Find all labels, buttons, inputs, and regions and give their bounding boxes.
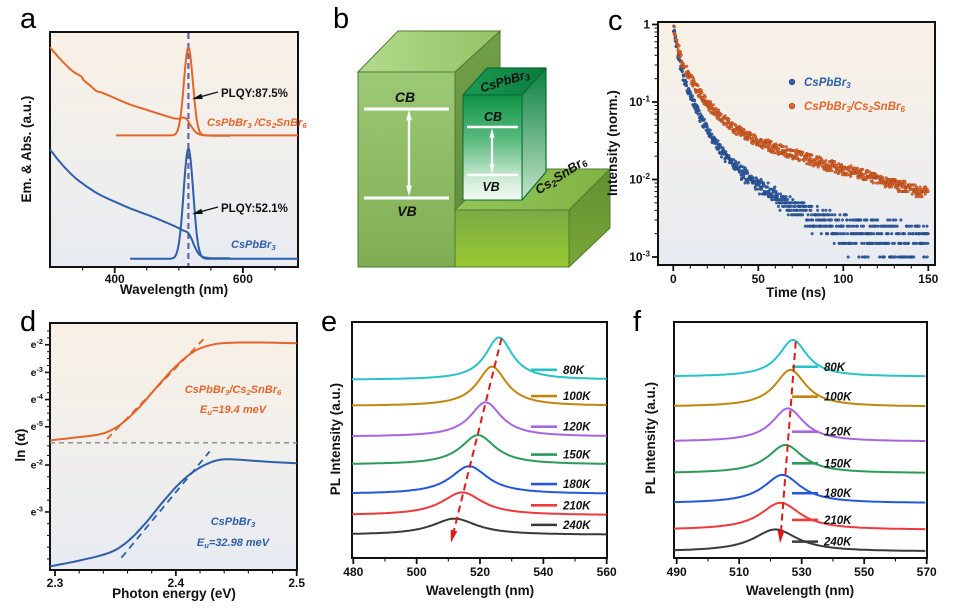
svg-text:2.3: 2.3 xyxy=(47,576,64,590)
svg-text:50: 50 xyxy=(752,272,766,286)
svg-text:e-3: e-3 xyxy=(31,365,43,379)
svg-text:240K: 240K xyxy=(823,537,852,549)
svg-text:570: 570 xyxy=(917,565,937,579)
svg-text:480: 480 xyxy=(343,565,363,579)
svg-text:150K: 150K xyxy=(563,450,591,462)
panel-a-letter: a xyxy=(20,3,37,35)
panel-f-y-axis-title: PL Intensity (a.u.) xyxy=(642,381,658,495)
svg-text:240K: 240K xyxy=(562,520,591,532)
panel-f-plot: 80K 100K 120K 150K 180K 210K 240K 490 510 530 550 5… xyxy=(667,321,937,579)
svg-text:CsPbBr3: CsPbBr3 xyxy=(231,239,276,252)
panel-a-plot: CsPbBr3 /Cs2SnBr6 PLQY:87.5% CsPbBr3 PLQY:5… xyxy=(49,31,307,286)
svg-text:e-3: e-3 xyxy=(31,504,43,518)
svg-text:CsPbBr3 /Cs2SnBr6: CsPbBr3 /Cs2SnBr6 xyxy=(207,117,307,130)
panel-d-x-axis-title: Photon energy (eV) xyxy=(112,586,236,601)
svg-text:10-2: 10-2 xyxy=(629,171,650,187)
panel-e-x-axis-title: Wavelength (nm) xyxy=(425,583,535,598)
panel-e-y-axis-title: PL Intensity (a.u.) xyxy=(327,382,343,496)
svg-text:540: 540 xyxy=(533,565,553,579)
svg-text:PLQY:87.5%: PLQY:87.5% xyxy=(221,88,288,100)
panel-f-letter: f xyxy=(633,306,642,338)
svg-text:100K: 100K xyxy=(563,391,591,403)
svg-text:CsPbBr3: CsPbBr3 xyxy=(804,77,851,90)
svg-text:VB: VB xyxy=(482,180,499,194)
panel-a-y-axis-title: Em. & Abs. (a.u.) xyxy=(18,95,34,203)
svg-text:80K: 80K xyxy=(563,365,585,377)
svg-text:CsPbBr3/Cs2SnBr6: CsPbBr3/Cs2SnBr6 xyxy=(185,384,282,397)
svg-text:e-2: e-2 xyxy=(31,337,43,351)
svg-text:400: 400 xyxy=(105,272,125,286)
svg-text:80K: 80K xyxy=(824,362,846,374)
svg-text:Eu=32.98 meV: Eu=32.98 meV xyxy=(197,537,271,550)
panel-c-plot: 1 10-1 10-2 10-3 0 50 100 150 CsPbBr3 CsPbBr3/Cs2… xyxy=(629,18,938,287)
panel-b-letter: b xyxy=(333,3,350,35)
svg-text:560: 560 xyxy=(597,565,617,579)
svg-text:2.5: 2.5 xyxy=(288,576,305,590)
svg-text:120K: 120K xyxy=(824,427,852,439)
svg-text:CsPbBr3: CsPbBr3 xyxy=(211,516,256,529)
panel-d-plot: e-2 e-3 e-4 e-5 e-2 e-3 2.3 2.4 2.5 CsPbBr3/Cs2Sn… xyxy=(31,322,305,590)
svg-text:0: 0 xyxy=(670,272,677,286)
svg-text:210K: 210K xyxy=(823,515,852,527)
panel-c-letter: c xyxy=(608,5,623,37)
panel-e-letter: e xyxy=(321,306,338,338)
svg-text:PLQY:52.1%: PLQY:52.1% xyxy=(221,203,288,215)
svg-text:180K: 180K xyxy=(563,479,591,491)
svg-text:150: 150 xyxy=(918,272,938,286)
svg-text:VB: VB xyxy=(397,203,416,219)
svg-text:CsPbBr3/Cs2SnBr6: CsPbBr3/Cs2SnBr6 xyxy=(804,101,905,114)
svg-text:1: 1 xyxy=(643,18,650,32)
svg-text:120K: 120K xyxy=(563,422,591,434)
svg-text:100: 100 xyxy=(833,272,853,286)
svg-text:500: 500 xyxy=(407,565,427,579)
panel-d-y-axis-title: ln (α) xyxy=(12,428,28,462)
svg-text:e-4: e-4 xyxy=(31,392,44,406)
svg-text:210K: 210K xyxy=(562,500,591,512)
panel-c-y-axis-title: Intensity (norm.) xyxy=(604,90,620,196)
svg-text:CB: CB xyxy=(395,89,415,105)
svg-text:550: 550 xyxy=(854,565,874,579)
panel-f-x-axis-title: Wavelength (nm) xyxy=(745,583,855,598)
panel-a-x-axis-title: Wavelength (nm) xyxy=(119,282,229,297)
svg-text:510: 510 xyxy=(729,565,749,579)
svg-text:e-5: e-5 xyxy=(31,419,43,433)
svg-text:10-3: 10-3 xyxy=(629,248,650,264)
panel-c-x-axis-title: Time (ns) xyxy=(766,285,826,300)
svg-text:490: 490 xyxy=(667,565,687,579)
svg-text:2.4: 2.4 xyxy=(168,576,185,590)
svg-text:520: 520 xyxy=(470,565,490,579)
panel-d-letter: d xyxy=(20,306,37,338)
svg-text:530: 530 xyxy=(792,565,812,579)
svg-text:100K: 100K xyxy=(824,392,852,404)
svg-text:Eu=19.4 meV: Eu=19.4 meV xyxy=(200,404,268,417)
svg-text:e-2: e-2 xyxy=(31,458,43,472)
svg-text:180K: 180K xyxy=(824,488,852,500)
svg-text:150K: 150K xyxy=(824,458,852,470)
svg-text:10-1: 10-1 xyxy=(629,93,650,109)
svg-text:CB: CB xyxy=(484,110,502,124)
svg-text:600: 600 xyxy=(233,272,253,286)
panel-e-plot: 80K 100K 120K 150K 180K 210K 240K 480 500 520 540 5… xyxy=(343,321,617,579)
